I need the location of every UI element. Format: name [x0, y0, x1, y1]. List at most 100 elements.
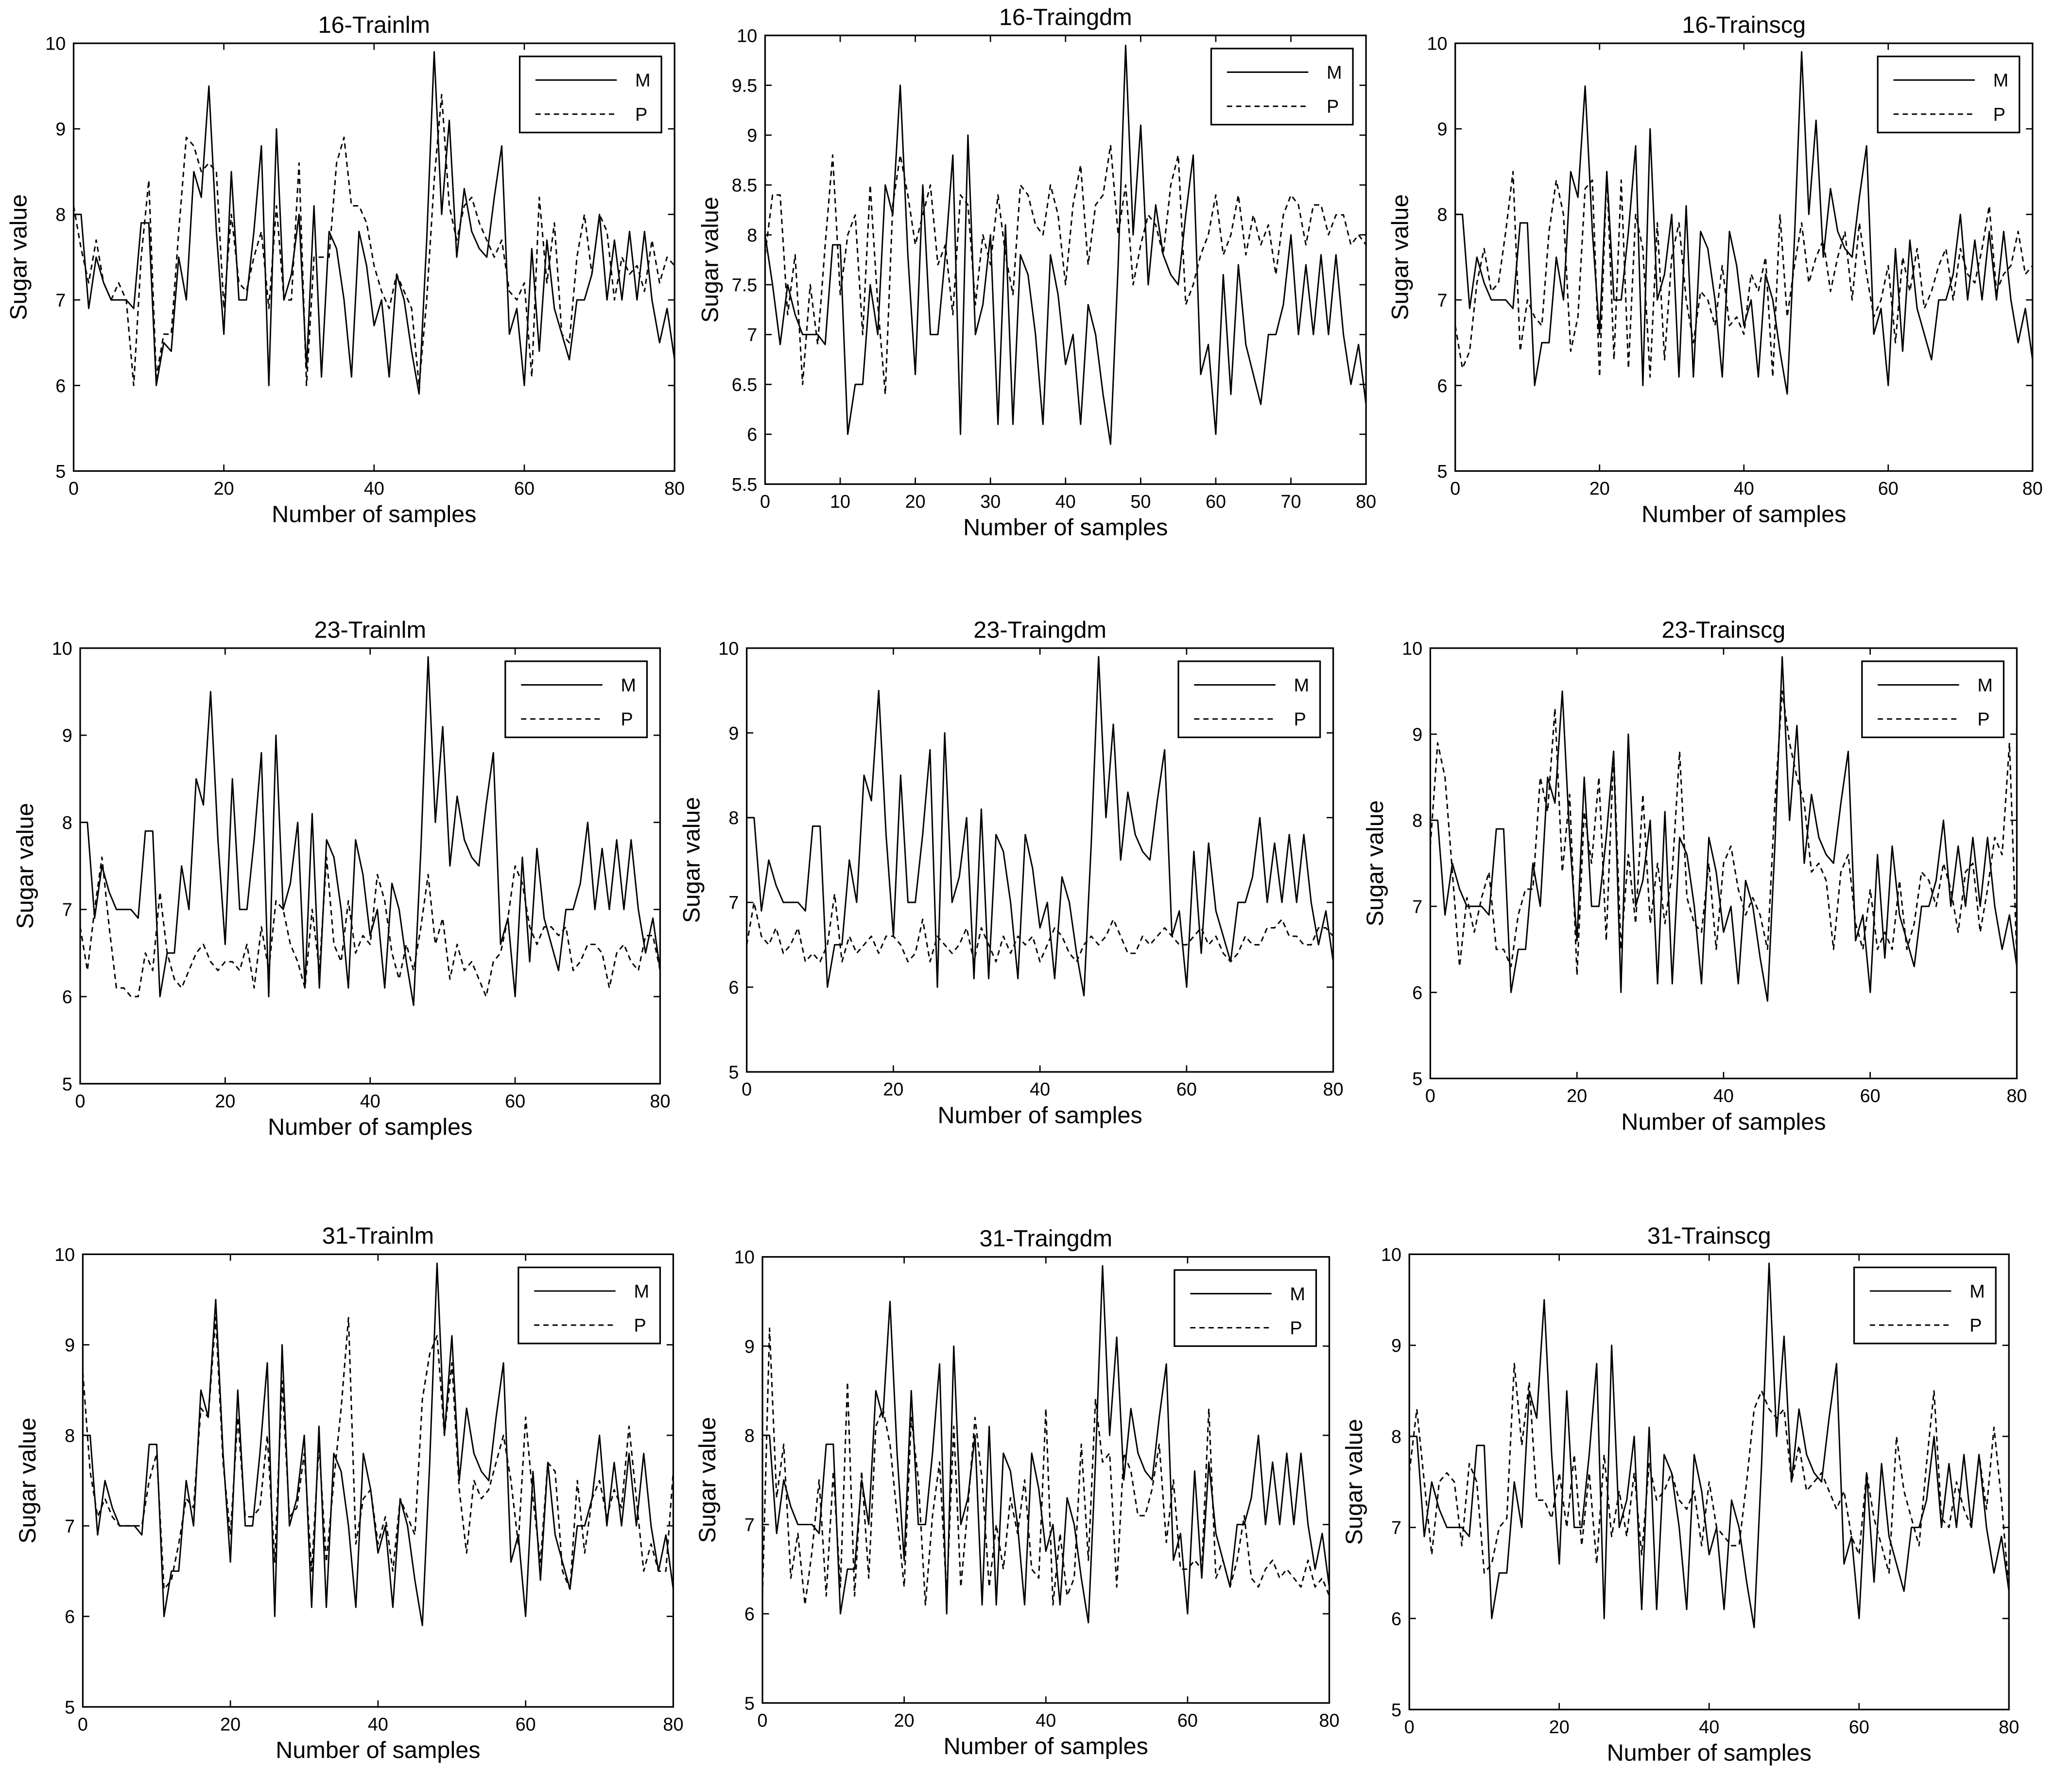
legend-box	[1861, 660, 2005, 739]
legend-box	[518, 1266, 661, 1344]
legend: MP	[518, 55, 662, 134]
x-tick-label: 80	[2022, 479, 2043, 499]
chart-title: 31-Traingdm	[979, 1225, 1112, 1252]
y-tick-label: 6	[744, 1604, 755, 1625]
legend-label: M	[635, 70, 651, 91]
y-tick-label: 9	[747, 126, 757, 146]
x-tick-label: 20	[214, 479, 234, 499]
x-tick-label: 20	[1589, 479, 1610, 499]
x-axis-label: Number of samples	[963, 515, 1168, 541]
y-tick-label: 7	[744, 1515, 755, 1535]
series-line-m	[1430, 656, 2018, 1002]
y-axis-label: Sugar value	[15, 1417, 41, 1543]
y-tick-label: 5	[1437, 462, 1448, 482]
x-axis-label: Number of samples	[944, 1733, 1148, 1759]
series-line-m	[1409, 1262, 2010, 1629]
x-tick-label: 60	[1206, 492, 1226, 512]
x-tick-label: 80	[1319, 1710, 1340, 1731]
x-tick-label: 40	[364, 479, 384, 499]
x-tick-label: 0	[1404, 1717, 1415, 1738]
legend-label: P	[1969, 1316, 1982, 1336]
series-line-p	[79, 856, 661, 998]
series-line-p	[1429, 690, 2018, 976]
legend: MP	[1877, 55, 2020, 134]
x-tick-label: 60	[1176, 1080, 1197, 1100]
legend-label: P	[634, 1316, 646, 1336]
y-tick-label: 10	[45, 34, 66, 54]
series-line-p	[73, 94, 675, 386]
y-tick-label: 10	[737, 26, 757, 46]
legend-label: M	[1993, 70, 2009, 91]
y-tick-label: 6	[747, 425, 757, 445]
x-axis-label: Number of samples	[937, 1102, 1142, 1128]
x-tick-label: 20	[215, 1091, 235, 1112]
chart-title: 16-Trainlm	[318, 12, 430, 38]
y-axis-label: Sugar value	[5, 194, 32, 320]
y-tick-label: 9	[728, 724, 739, 744]
legend: MP	[1861, 660, 2005, 739]
panel-6: 23-Trainscg 0 20 40 60 80 5 6 7 8 9 10 Number of sam…	[1362, 617, 2027, 1135]
legend-label: M	[634, 1281, 649, 1302]
y-tick-label: 8	[1412, 811, 1422, 831]
y-tick-label: 7	[1412, 897, 1422, 917]
x-tick-label: 10	[830, 492, 850, 512]
legend-label: M	[1977, 675, 1993, 696]
x-tick-label: 80	[1999, 1717, 2019, 1738]
legend: MP	[1210, 48, 1354, 126]
x-tick-label: 80	[1356, 492, 1376, 512]
y-tick-label: 7	[55, 291, 66, 311]
y-tick-label: 7	[1391, 1518, 1401, 1538]
legend-label: P	[1977, 709, 1989, 730]
y-tick-label: 5	[728, 1063, 739, 1083]
x-tick-label: 60	[1878, 479, 1899, 499]
x-tick-label: 80	[650, 1091, 670, 1112]
x-tick-label: 0	[758, 1710, 768, 1731]
series-line-m	[762, 1265, 1330, 1624]
legend: MP	[1177, 660, 1321, 739]
chart-title: 16-Trainscg	[1682, 12, 1806, 38]
series-line-p	[82, 1317, 674, 1590]
y-tick-label: 6	[65, 1607, 75, 1627]
legend-label: P	[635, 104, 647, 125]
x-tick-label: 60	[516, 1714, 536, 1735]
legend-box	[504, 660, 648, 739]
x-axis-label: Number of samples	[1641, 501, 1846, 528]
x-tick-label: 40	[1713, 1086, 1734, 1106]
panel-1: 16-Trainlm 0 20 40 60 80 5 6 7 8 9 10 Number of samp…	[5, 12, 685, 528]
x-tick-label: 50	[1130, 492, 1151, 512]
x-tick-label: 0	[742, 1080, 752, 1100]
y-tick-label: 5	[1391, 1700, 1401, 1721]
x-tick-label: 40	[1036, 1710, 1056, 1731]
legend: MP	[518, 1266, 661, 1344]
y-tick-label: 8	[744, 1426, 755, 1446]
y-tick-label: 8	[55, 205, 66, 225]
x-tick-label: 80	[663, 1714, 683, 1735]
y-tick-label: 10	[718, 638, 739, 659]
y-tick-label: 8	[728, 808, 739, 828]
y-tick-label: 8.5	[732, 175, 758, 196]
y-tick-label: 10	[52, 638, 72, 659]
y-tick-label: 10	[1402, 638, 1422, 659]
y-tick-label: 10	[1427, 34, 1447, 54]
y-tick-label: 8	[1391, 1427, 1401, 1447]
x-tick-label: 0	[69, 479, 79, 499]
x-tick-label: 0	[1450, 479, 1460, 499]
legend-box	[1177, 660, 1321, 739]
legend: MP	[504, 660, 648, 739]
chart-title: 16-Traingdm	[999, 4, 1132, 30]
legend-box	[1853, 1266, 1997, 1344]
x-tick-label: 0	[760, 492, 770, 512]
y-tick-label: 5	[65, 1697, 75, 1718]
panel-3: 16-Trainscg 0 20 40 60 80 5 6 7 8 9 10 Number of sam…	[1387, 12, 2043, 528]
chart-title: 23-Traingdm	[973, 617, 1106, 643]
x-tick-label: 20	[905, 492, 926, 512]
y-axis-label: Sugar value	[1387, 194, 1414, 320]
legend-label: P	[1993, 104, 2005, 125]
legend-label: M	[1969, 1281, 1985, 1302]
y-tick-label: 7.5	[732, 275, 758, 295]
series-line-m	[1455, 51, 2034, 395]
series-line-m	[83, 1262, 674, 1626]
x-tick-label: 70	[1281, 492, 1301, 512]
